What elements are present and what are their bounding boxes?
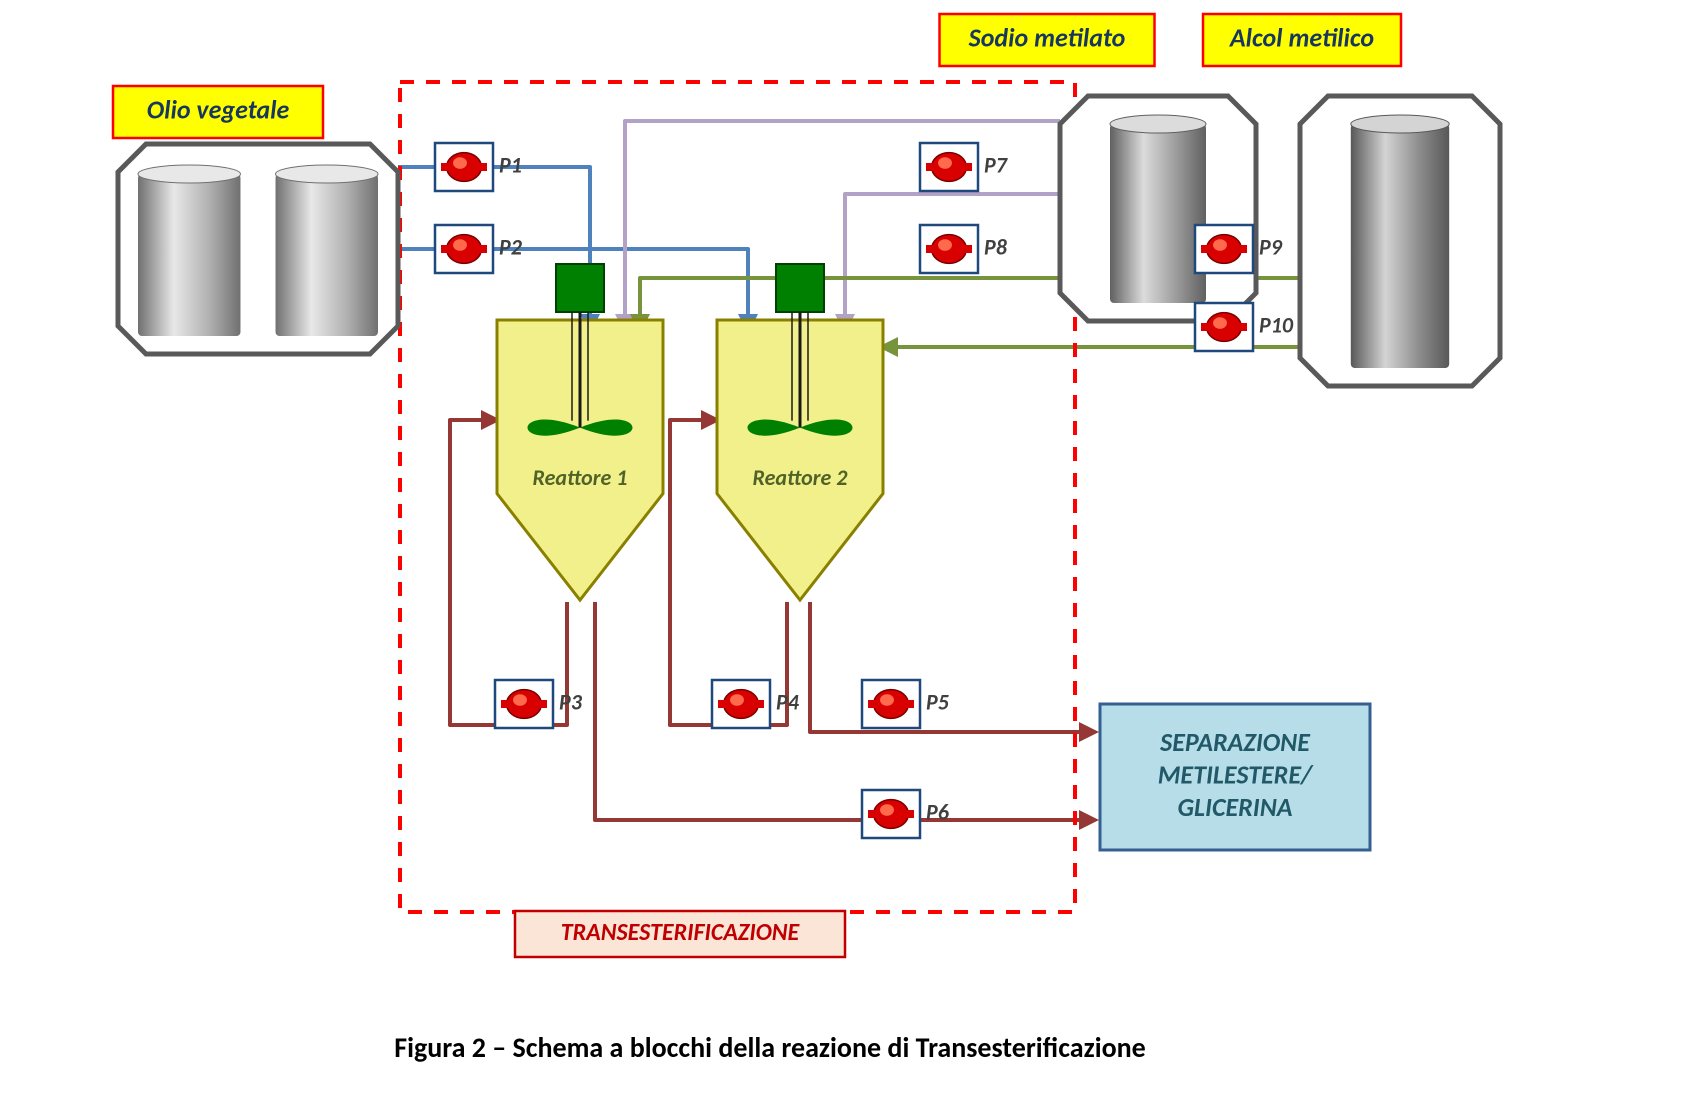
header-sodio: Sodio metilato xyxy=(940,14,1155,66)
header-sodio-label: Sodio metilato xyxy=(968,21,1126,53)
pump-p3-label: P3 xyxy=(559,688,583,715)
header-alcol-label: Alcol metilico xyxy=(1229,21,1375,53)
pump-p7: P7 xyxy=(920,143,1008,191)
pump-p8: P8 xyxy=(920,225,1008,273)
pump-p1-label: P1 xyxy=(499,151,522,178)
pump-p2-label: P2 xyxy=(499,233,523,260)
reactor-r1-label: Reattore 1 xyxy=(533,464,628,491)
separation-line: SEPARAZIONE xyxy=(1159,726,1311,758)
tank-olio xyxy=(118,144,398,354)
boundary-label: TRANSESTERIFICAZIONE xyxy=(515,911,845,957)
pump-p8-label: P8 xyxy=(984,233,1008,260)
pump-p10-label: P10 xyxy=(1259,311,1294,338)
pump-p7-label: P7 xyxy=(984,151,1008,178)
reactor-r2-label: Reattore 2 xyxy=(753,464,849,491)
header-alcol: Alcol metilico xyxy=(1203,14,1401,66)
tank-sodio xyxy=(1060,96,1256,321)
figure-caption: Figura 2 – Schema a blocchi della reazio… xyxy=(394,1030,1146,1065)
pump-p1: P1 xyxy=(435,143,522,191)
header-olio: Olio vegetale xyxy=(113,86,323,138)
pump-p3: P3 xyxy=(495,680,583,728)
pump-p5-label: P5 xyxy=(926,688,949,715)
pump-p4-label: P4 xyxy=(776,688,800,715)
separation-box: SEPARAZIONEMETILESTERE/GLICERINA xyxy=(1100,704,1370,850)
header-olio-label: Olio vegetale xyxy=(147,93,290,125)
pump-p10: P10 xyxy=(1195,303,1294,351)
pump-p9-label: P9 xyxy=(1259,233,1283,260)
pump-p5: P5 xyxy=(862,680,949,728)
tank-alcol xyxy=(1300,96,1500,386)
boundary-label-text: TRANSESTERIFICAZIONE xyxy=(561,918,801,947)
separation-line: METILESTERE/ xyxy=(1158,758,1314,790)
reactor-r2: Reattore 2 xyxy=(717,264,883,600)
pump-p2: P2 xyxy=(435,225,523,273)
flow-line xyxy=(810,602,1095,732)
separation-line: GLICERINA xyxy=(1177,791,1292,823)
pump-p6: P6 xyxy=(862,790,949,838)
pump-p9: P9 xyxy=(1195,225,1283,273)
pump-p6-label: P6 xyxy=(926,798,949,825)
